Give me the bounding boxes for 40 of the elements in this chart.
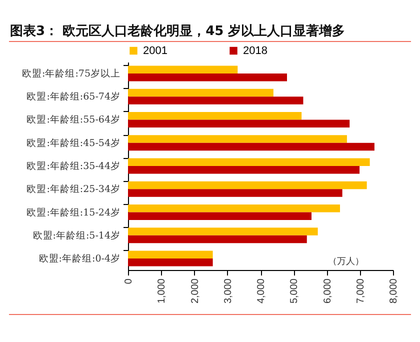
bar — [128, 142, 374, 151]
y-tick-label: 欧盟:年龄组:35-44岁 — [26, 160, 120, 172]
bar — [128, 189, 342, 197]
bar — [128, 73, 287, 82]
bar — [128, 66, 238, 74]
y-tick-label: 欧盟:年龄组:5-14岁 — [32, 229, 120, 242]
bar — [128, 120, 350, 128]
y-tick-label: 欧盟:年龄组:25-34岁 — [26, 183, 120, 196]
legend-label: 2018 — [243, 44, 268, 57]
bar — [128, 258, 213, 266]
y-tick-label: 欧盟:年龄组:75岁以上 — [22, 67, 120, 80]
y-tick-label: 欧盟:年龄组:45-54岁 — [26, 136, 120, 149]
x-tick-label: 1,000 — [156, 278, 168, 304]
bar — [128, 112, 302, 120]
bar — [128, 228, 318, 236]
x-tick-label: 5,000 — [289, 278, 300, 304]
bar — [128, 135, 347, 143]
x-tick-label: 7,000 — [355, 278, 366, 304]
x-tick-label: 6,000 — [322, 278, 334, 304]
bar — [128, 204, 340, 212]
chart-title: 图表3： 欧元区人口老龄化明显，45 岁以上人口显著增多 — [10, 23, 346, 40]
bar — [128, 158, 370, 166]
y-tick-label: 欧盟:年龄组:65-74岁 — [26, 90, 120, 103]
bar — [128, 212, 312, 220]
x-tick-label: 3,000 — [222, 278, 234, 304]
legend-label: 2001 — [143, 44, 168, 57]
x-tick-label: 8,000 — [388, 278, 400, 304]
bar — [128, 96, 304, 104]
y-tick-label: 欧盟:年龄组:15-24岁 — [26, 206, 120, 218]
x-tick-label: 0 — [124, 278, 134, 284]
x-tick-label: 4,000 — [256, 278, 267, 304]
bar — [128, 166, 360, 174]
bar — [128, 235, 307, 244]
bar — [128, 250, 213, 259]
bar — [128, 181, 367, 190]
annotation: （万人） — [328, 256, 364, 267]
y-tick-label: 欧盟:年龄组:55-64岁 — [26, 114, 120, 126]
y-tick-label: 欧盟:年龄组:0-4岁 — [38, 252, 120, 265]
x-tick-label: 2,000 — [190, 278, 201, 304]
bar — [128, 88, 274, 97]
